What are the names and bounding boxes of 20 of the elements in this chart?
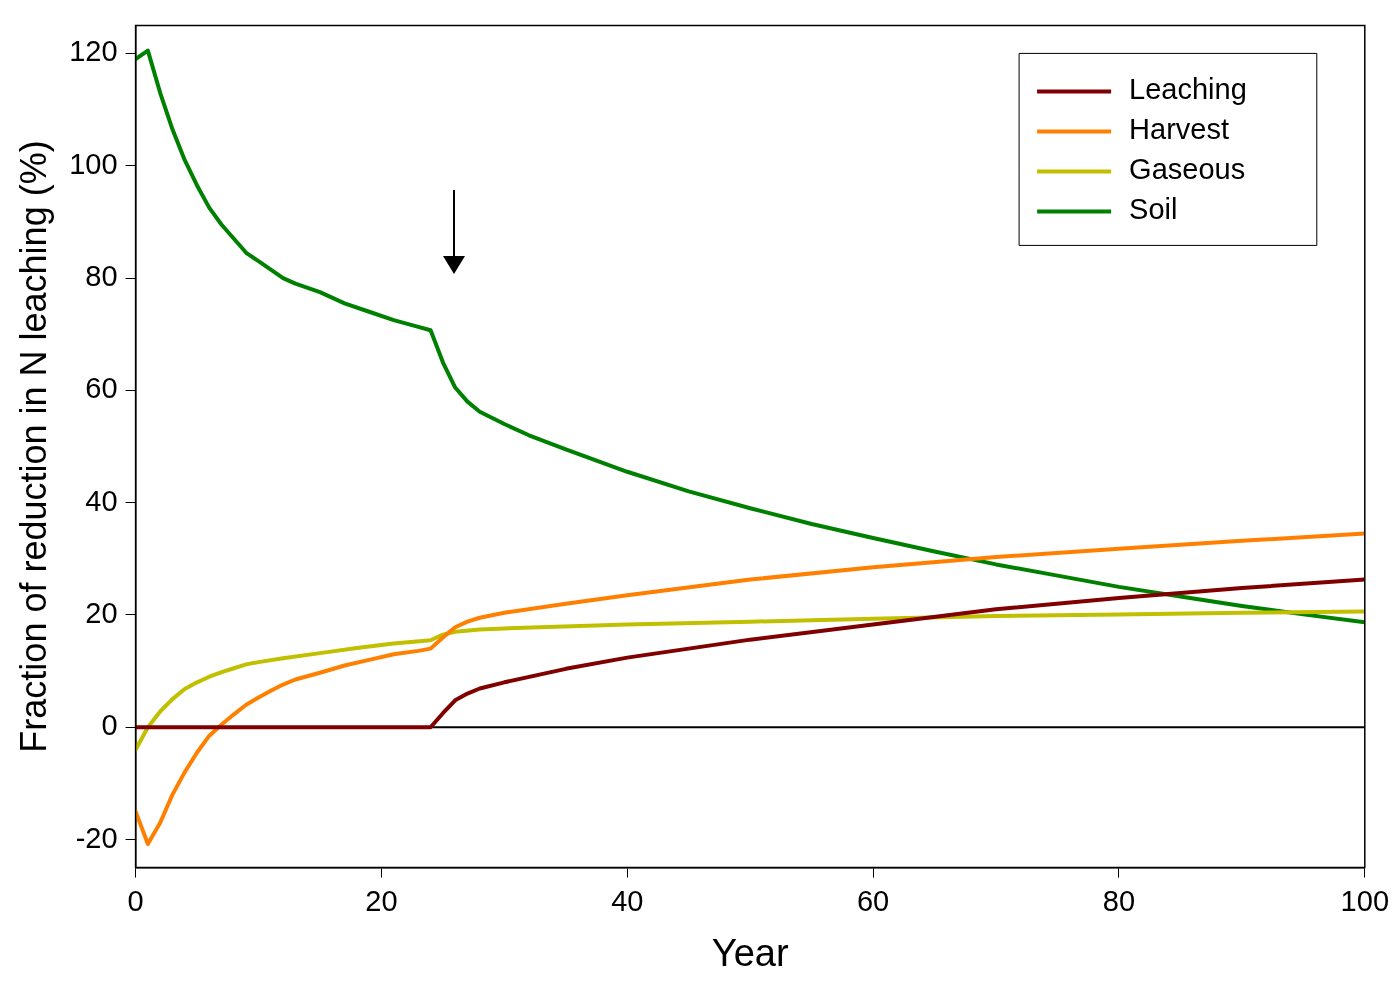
x-tick-label: 40 bbox=[611, 885, 644, 917]
y-tick-label: -20 bbox=[75, 821, 118, 854]
legend-label: Harvest bbox=[1129, 113, 1230, 146]
y-tick-label: 80 bbox=[85, 260, 118, 293]
x-tick-label: 20 bbox=[365, 885, 398, 917]
y-axis-title: Fraction of reduction in N leaching (%) bbox=[12, 140, 54, 753]
y-tick-label: 0 bbox=[101, 709, 118, 742]
y-tick-label: 40 bbox=[85, 484, 118, 517]
x-tick-label: 80 bbox=[1102, 885, 1136, 917]
y-tick-label: 100 bbox=[69, 147, 118, 180]
x-tick-label: 0 bbox=[127, 885, 144, 917]
y-tick-label: 120 bbox=[69, 35, 118, 68]
legend-label: Leaching bbox=[1129, 73, 1247, 106]
y-tick-label: 60 bbox=[85, 372, 118, 405]
y-tick-label: 20 bbox=[85, 596, 118, 629]
legend-label: Gaseous bbox=[1129, 153, 1246, 186]
x-tick-label: 100 bbox=[1340, 885, 1389, 917]
x-axis-title: Year bbox=[711, 931, 789, 974]
legend-label: Soil bbox=[1129, 193, 1178, 226]
x-tick-label: 60 bbox=[856, 885, 890, 917]
